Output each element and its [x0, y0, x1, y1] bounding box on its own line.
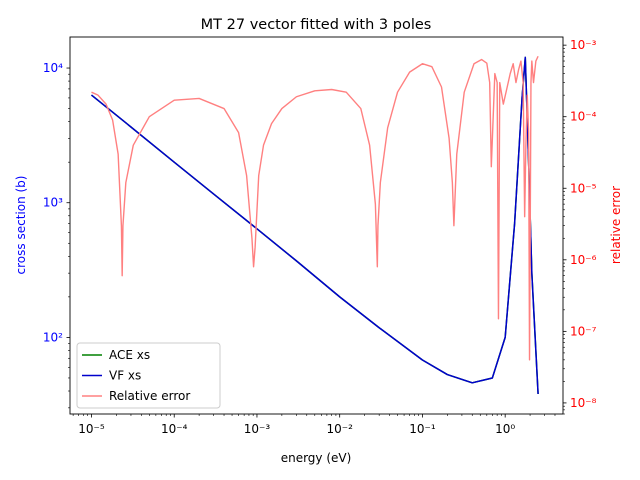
- y2-tick-label: 10⁻⁶: [570, 253, 597, 267]
- y-tick-label: 10⁴: [43, 61, 63, 75]
- vf-xs-line: [91, 56, 539, 395]
- x-tick-label: 10⁰: [495, 422, 515, 436]
- y-tick-label: 10³: [43, 196, 63, 210]
- y-tick-label: 10²: [43, 330, 63, 344]
- y2-axis-title: relative error: [609, 186, 623, 264]
- legend-box: [76, 342, 221, 409]
- y2-tick-label: 10⁻⁴: [570, 110, 597, 124]
- x-tick-label: 10⁻⁴: [161, 422, 188, 436]
- y2-tick-label: 10⁻⁵: [570, 181, 597, 195]
- axis-layer: 10⁻⁵ 10⁻⁴ 10⁻³ 10⁻² 10⁻¹ 10⁰ 10² 10³ 10⁴ 10⁻⁸ 10⁻⁷…: [43, 38, 597, 436]
- x-tick-label: 10⁻⁵: [78, 422, 105, 436]
- x-axis-title: energy (eV): [281, 451, 352, 465]
- relative-error-line: [91, 55, 539, 361]
- legend: ACE xs VF xs Relative error: [76, 342, 221, 409]
- y2-tick-label: 10⁻³: [570, 38, 597, 52]
- legend-label-ace-xs: ACE xs: [109, 348, 150, 362]
- legend-label-vf-xs: VF xs: [109, 369, 141, 383]
- legend-label-relative-error: Relative error: [109, 389, 190, 403]
- y2-tick-label: 10⁻⁸: [570, 396, 597, 410]
- chart-title: MT 27 vector fitted with 3 poles: [201, 17, 432, 33]
- y2-tick-label: 10⁻⁷: [570, 324, 597, 338]
- x-tick-label: 10⁻¹: [409, 422, 436, 436]
- x-tick-label: 10⁻³: [244, 422, 271, 436]
- x-tick-label: 10⁻²: [326, 422, 353, 436]
- y-axis-title: cross section (b): [14, 176, 28, 275]
- legend-items: ACE xs VF xs Relative error: [82, 348, 190, 403]
- series-layer: [91, 55, 539, 395]
